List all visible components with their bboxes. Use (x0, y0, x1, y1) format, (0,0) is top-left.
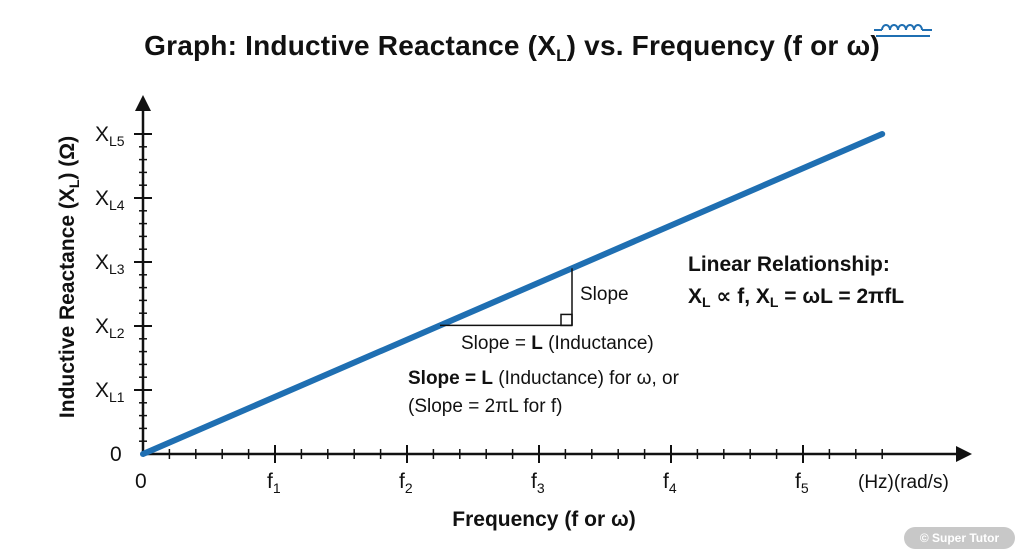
x-axis-arrow-icon (956, 446, 972, 462)
slope-note-line1: Slope = L (Inductance) for ω, or (408, 368, 680, 389)
relationship-title: Linear Relationship: (688, 253, 890, 276)
x-units-label: (Hz)(rad/s) (858, 472, 949, 493)
y-tick-label: XL3 (95, 251, 125, 277)
y-axis-title: Inductive Reactance (XL) (Ω) (56, 136, 82, 418)
x-origin-label: 0 (135, 470, 147, 493)
x-tick-label: f3 (531, 470, 545, 496)
y-tick-label: XL4 (95, 187, 125, 213)
x-tick-label: f4 (663, 470, 677, 496)
x-tick-label: f1 (267, 470, 281, 496)
relationship-formula: XL ∝ f, XL = ωL = 2πfL (688, 285, 904, 310)
x-axis-title: Frequency (f or ω) (452, 508, 635, 531)
slope-side-label: Slope (580, 284, 629, 305)
y-tick-label: XL1 (95, 379, 125, 405)
x-tick-label: f2 (399, 470, 413, 496)
slope-base-label: Slope = L (Inductance) (461, 333, 654, 354)
inductor-coil-icon (874, 24, 932, 37)
right-angle-marker (560, 313, 573, 327)
series-line (140, 131, 886, 457)
chart-title: Graph: Inductive Reactance (XL) vs. Freq… (144, 30, 880, 65)
watermark-badge: © Super Tutor (904, 527, 1015, 549)
x-tick-label: f5 (795, 470, 809, 496)
slope-note-line2: (Slope = 2πL for f) (408, 396, 562, 417)
y-tick-label: XL2 (95, 315, 125, 341)
y-tick-label: XL5 (95, 123, 125, 149)
y-axis-arrow-icon (135, 95, 151, 111)
y-origin-label: 0 (110, 443, 122, 466)
